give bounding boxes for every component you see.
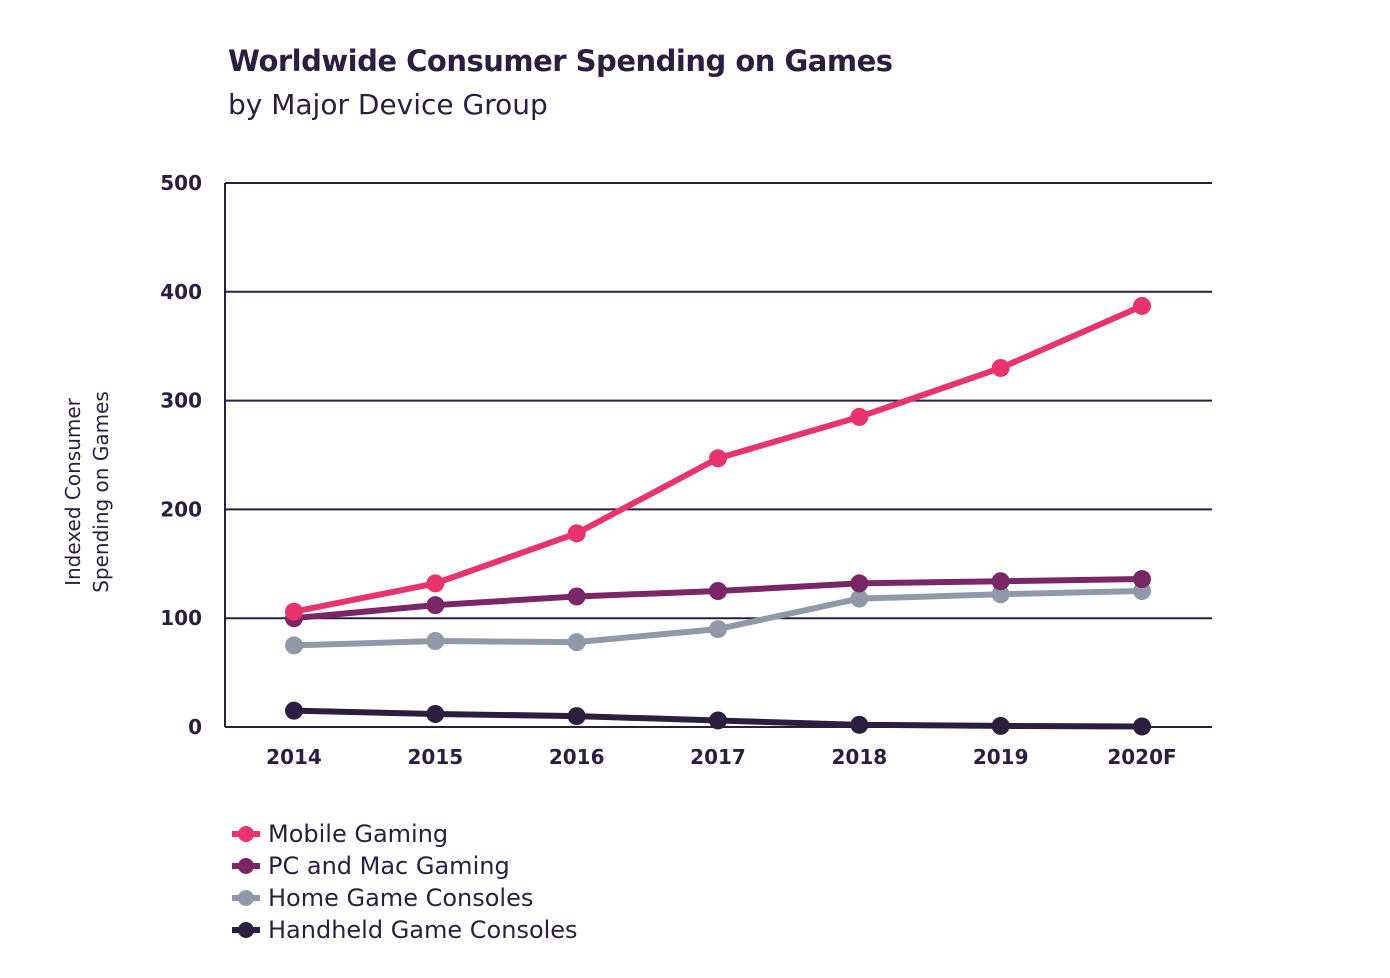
chart-title: Worldwide Consumer Spending on Games (228, 44, 893, 78)
y-tick-label: 200 (160, 497, 202, 521)
data-point (567, 707, 586, 726)
x-tick-label: 2014 (266, 745, 322, 769)
data-point (850, 407, 869, 426)
y-axis-label: Indexed Consumer Spending on Games (61, 391, 113, 593)
x-tick-label: 2019 (973, 745, 1029, 769)
data-point (709, 711, 727, 730)
data-point (991, 585, 1010, 604)
data-point (991, 716, 1010, 735)
data-point (709, 449, 727, 468)
data-point (285, 636, 303, 655)
data-point (567, 524, 586, 543)
chart-subtitle: by Major Device Group (228, 88, 548, 121)
legend-swatch-icon (232, 826, 260, 842)
data-point (426, 596, 445, 615)
data-point (426, 704, 445, 723)
data-point (850, 715, 869, 734)
y-tick-label: 0 (188, 715, 202, 739)
data-point (426, 632, 445, 651)
x-tick-label: 2016 (549, 745, 605, 769)
legend-swatch-icon (232, 890, 260, 906)
y-tick-label: 400 (160, 280, 202, 304)
y-tick-label: 300 (160, 389, 202, 413)
data-point (709, 582, 727, 600)
x-tick-label: 2020F (1107, 745, 1176, 769)
x-tick-label: 2018 (831, 745, 887, 769)
data-point (850, 589, 869, 608)
legend-item: Handheld Game Consoles (232, 914, 578, 946)
data-point (285, 701, 303, 720)
legend-swatch-icon (232, 922, 260, 938)
legend-label: Home Game Consoles (268, 884, 534, 912)
data-point (426, 574, 445, 593)
y-tick-label: 500 (160, 171, 202, 195)
data-point (567, 633, 586, 652)
legend-label: Mobile Gaming (268, 820, 449, 848)
y-tick-label: 100 (160, 606, 202, 630)
legend-item: Mobile Gaming (232, 818, 578, 850)
data-point (1133, 717, 1151, 736)
legend-item: Home Game Consoles (232, 882, 578, 914)
data-point (991, 572, 1010, 591)
legend-item: PC and Mac Gaming (232, 850, 578, 882)
x-tick-label: 2015 (407, 745, 463, 769)
data-point (991, 358, 1010, 377)
legend-label: Handheld Game Consoles (268, 916, 578, 944)
legend-swatch-icon (232, 858, 260, 874)
data-point (1133, 296, 1151, 315)
x-tick-label: 2017 (690, 745, 746, 769)
data-point (1133, 570, 1151, 589)
data-point (850, 574, 869, 593)
data-point (567, 587, 586, 606)
data-point (285, 602, 303, 621)
legend: Mobile Gaming PC and Mac Gaming Home Game … (232, 818, 578, 946)
legend-label: PC and Mac Gaming (268, 852, 510, 880)
data-point (709, 620, 727, 639)
